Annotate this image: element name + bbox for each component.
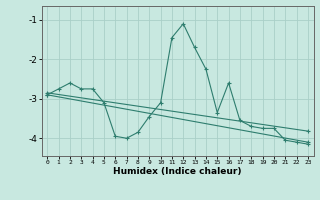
- X-axis label: Humidex (Indice chaleur): Humidex (Indice chaleur): [113, 167, 242, 176]
